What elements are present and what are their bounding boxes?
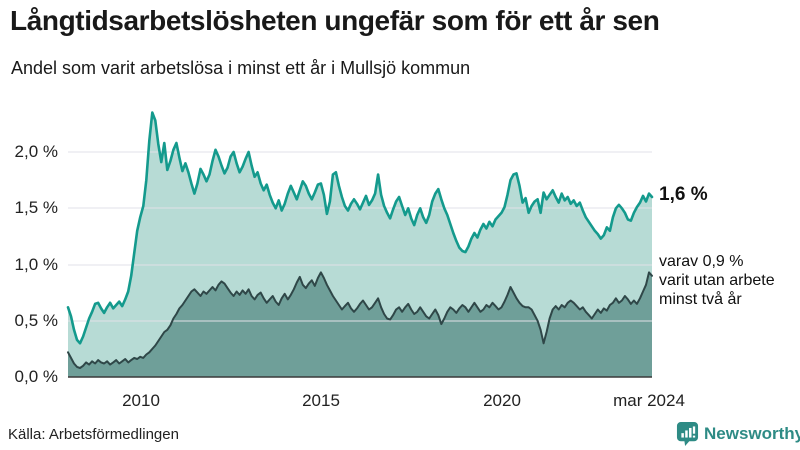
page-title: Långtidsarbetslösheten ungefär som för e…: [10, 5, 660, 36]
chart-lines: [66, 111, 654, 369]
newsworthy-icon: [676, 422, 699, 446]
x-axis-label-2015: 2015: [302, 391, 340, 410]
annotation-two-years-line: minst två år: [659, 291, 742, 308]
y-axis-label: 0,5 %: [14, 311, 58, 330]
x-axis-label-2020: 2020: [483, 391, 521, 410]
y-axis-label: 1,0 %: [14, 255, 58, 274]
page-subtitle: Andel som varit arbetslösa i minst ett å…: [11, 58, 471, 78]
y-axis-label: 2,0 %: [14, 142, 58, 161]
y-axis-label: 1,5 %: [14, 198, 58, 217]
x-axis-label-mar-2024: mar 2024: [613, 391, 685, 410]
source-note: Källa: Arbetsförmedlingen: [8, 426, 179, 443]
x-axis-label-2010: 2010: [122, 391, 160, 410]
y-axis-label: 0,0 %: [14, 367, 58, 386]
line-series-1: [67, 271, 653, 369]
newsworthy-wordmark: Newsworthy: [704, 424, 800, 443]
annotation-latest-total: 1,6 %: [659, 184, 708, 205]
line-series-0: [66, 111, 654, 345]
annotation-two-years-line: varit utan arbete: [659, 272, 775, 289]
annotation-two-years-line: varav 0,9 %: [659, 253, 744, 270]
newsworthy-logo: Newsworthy: [676, 421, 800, 447]
annotation-two-years: varav 0,9 % varit utan arbete minst två …: [659, 252, 775, 309]
area-chart: [66, 111, 654, 378]
